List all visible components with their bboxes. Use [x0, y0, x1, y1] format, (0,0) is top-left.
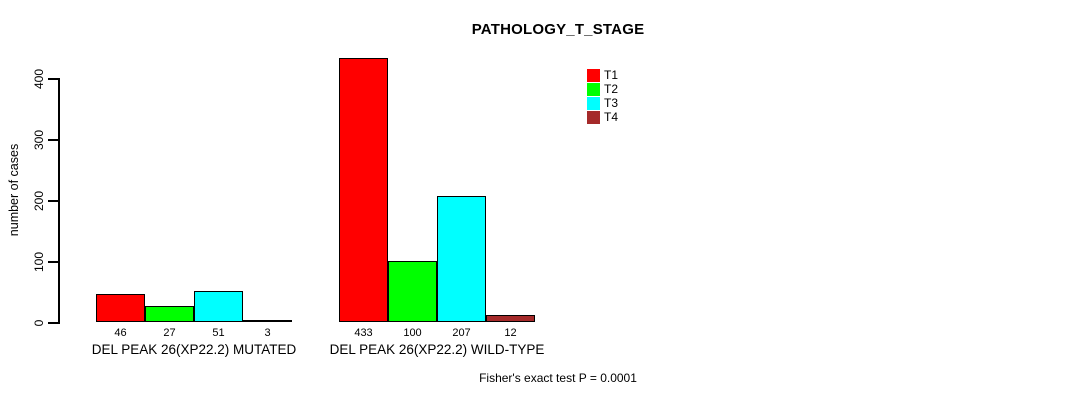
y-tick-label: 200 [32, 190, 46, 211]
y-tick-label: 300 [32, 129, 46, 150]
bar-value-label: 51 [212, 327, 225, 339]
bar [339, 58, 388, 322]
stat-annotation: Fisher's exact test P = 0.0001 [479, 371, 637, 385]
legend-label: T2 [604, 81, 619, 96]
y-tick [48, 139, 59, 141]
y-axis-label: number of cases [7, 143, 21, 237]
bar [96, 294, 145, 322]
bar-value-label: 46 [114, 327, 127, 339]
chart-title: PATHOLOGY_T_STAGE [471, 21, 645, 38]
y-tick [48, 261, 59, 263]
category-label: DEL PEAK 26(XP22.2) WILD-TYPE [329, 342, 545, 357]
y-tick-label: 100 [32, 251, 46, 272]
y-tick [48, 78, 59, 80]
bar-value-label: 12 [504, 327, 517, 339]
bar-value-label: 3 [264, 327, 271, 339]
y-tick [48, 200, 59, 202]
y-tick-label: 400 [32, 68, 46, 89]
legend-swatch [587, 82, 600, 96]
bar [243, 320, 292, 322]
bar [388, 261, 437, 322]
legend-row: T4 [587, 110, 618, 124]
category-label: DEL PEAK 26(XP22.2) MUTATED [91, 342, 297, 357]
y-tick-label: 0 [32, 319, 46, 327]
bar [486, 315, 535, 322]
legend-swatch [587, 96, 600, 110]
bar-value-label: 207 [452, 327, 471, 339]
legend-row: T1 [587, 68, 618, 82]
bar [194, 291, 243, 322]
bar-value-label: 100 [403, 327, 422, 339]
legend-swatch [587, 110, 600, 124]
legend-swatch [587, 68, 600, 82]
legend-row: T2 [587, 82, 618, 96]
legend-label: T1 [604, 67, 619, 82]
bar [145, 306, 194, 322]
bar [437, 196, 486, 322]
legend-row: T3 [587, 96, 618, 110]
legend-label: T3 [604, 95, 619, 110]
bar-value-label: 27 [163, 327, 176, 339]
y-tick [48, 322, 59, 324]
bar-value-label: 433 [354, 327, 373, 339]
legend-label: T4 [604, 109, 619, 124]
